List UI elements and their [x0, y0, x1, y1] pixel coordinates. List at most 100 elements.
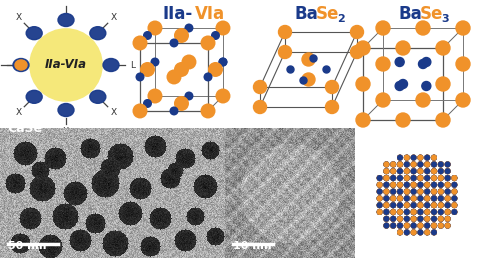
- Circle shape: [278, 45, 291, 59]
- Circle shape: [404, 209, 410, 215]
- Circle shape: [418, 175, 423, 181]
- Circle shape: [397, 216, 403, 222]
- Text: 3: 3: [441, 14, 449, 24]
- Circle shape: [397, 223, 403, 229]
- Circle shape: [418, 202, 423, 208]
- Circle shape: [410, 168, 417, 174]
- Circle shape: [444, 209, 451, 215]
- Circle shape: [424, 182, 430, 188]
- Circle shape: [444, 162, 451, 167]
- Circle shape: [444, 195, 451, 201]
- Circle shape: [397, 195, 403, 201]
- Circle shape: [377, 195, 383, 201]
- Circle shape: [410, 229, 417, 235]
- Circle shape: [438, 216, 444, 222]
- Circle shape: [418, 223, 423, 229]
- Circle shape: [410, 202, 417, 208]
- Circle shape: [390, 168, 396, 174]
- Circle shape: [444, 209, 451, 215]
- Circle shape: [390, 202, 396, 208]
- Circle shape: [404, 182, 410, 188]
- Circle shape: [410, 209, 417, 215]
- Circle shape: [397, 202, 403, 208]
- Circle shape: [424, 189, 430, 195]
- Circle shape: [404, 189, 410, 195]
- Circle shape: [390, 182, 396, 188]
- Circle shape: [384, 209, 389, 215]
- Circle shape: [404, 216, 410, 222]
- Circle shape: [431, 195, 437, 201]
- Circle shape: [424, 202, 430, 208]
- Circle shape: [444, 216, 451, 222]
- Circle shape: [410, 182, 417, 188]
- Circle shape: [424, 175, 430, 181]
- Circle shape: [431, 168, 437, 174]
- Circle shape: [397, 189, 403, 195]
- Circle shape: [418, 175, 423, 181]
- Circle shape: [431, 216, 437, 222]
- Circle shape: [410, 216, 417, 222]
- Circle shape: [444, 182, 451, 188]
- Circle shape: [397, 195, 403, 201]
- Circle shape: [424, 216, 430, 222]
- Circle shape: [397, 202, 403, 208]
- Circle shape: [418, 182, 423, 188]
- Circle shape: [404, 162, 410, 167]
- Circle shape: [410, 189, 417, 195]
- Circle shape: [167, 69, 181, 84]
- Circle shape: [377, 202, 383, 208]
- Circle shape: [438, 216, 444, 222]
- Circle shape: [424, 209, 430, 215]
- Circle shape: [410, 223, 417, 229]
- Circle shape: [397, 195, 403, 201]
- Circle shape: [390, 202, 396, 208]
- Circle shape: [390, 223, 396, 229]
- Circle shape: [384, 162, 389, 167]
- Circle shape: [390, 202, 396, 208]
- Circle shape: [404, 202, 410, 208]
- Circle shape: [397, 182, 403, 188]
- Circle shape: [416, 21, 430, 35]
- Circle shape: [143, 99, 152, 108]
- Circle shape: [424, 168, 430, 174]
- Circle shape: [398, 79, 408, 88]
- Circle shape: [438, 195, 444, 201]
- Circle shape: [390, 175, 396, 181]
- Circle shape: [418, 189, 423, 195]
- Circle shape: [431, 195, 437, 201]
- Circle shape: [451, 182, 457, 188]
- Circle shape: [397, 216, 403, 222]
- Circle shape: [397, 209, 403, 215]
- Circle shape: [431, 182, 437, 188]
- Circle shape: [418, 182, 423, 188]
- Circle shape: [418, 202, 423, 208]
- Circle shape: [390, 202, 396, 208]
- Circle shape: [397, 155, 403, 160]
- Circle shape: [397, 162, 403, 167]
- Circle shape: [410, 229, 417, 235]
- Circle shape: [397, 216, 403, 222]
- Circle shape: [424, 223, 430, 229]
- Text: IIa-: IIa-: [162, 5, 192, 23]
- Circle shape: [384, 162, 389, 167]
- Circle shape: [431, 175, 437, 181]
- Circle shape: [404, 189, 410, 195]
- Circle shape: [384, 182, 389, 188]
- Circle shape: [404, 229, 410, 235]
- Circle shape: [418, 155, 423, 160]
- Circle shape: [404, 189, 410, 195]
- Circle shape: [384, 182, 389, 188]
- Circle shape: [424, 168, 430, 174]
- Circle shape: [424, 223, 430, 229]
- Circle shape: [410, 216, 417, 222]
- Circle shape: [410, 155, 417, 160]
- Circle shape: [397, 216, 403, 222]
- Circle shape: [404, 189, 410, 195]
- Circle shape: [169, 107, 179, 116]
- Circle shape: [444, 189, 451, 195]
- Circle shape: [431, 175, 437, 181]
- Circle shape: [431, 182, 437, 188]
- Circle shape: [444, 209, 451, 215]
- Circle shape: [397, 189, 403, 195]
- Circle shape: [418, 168, 423, 174]
